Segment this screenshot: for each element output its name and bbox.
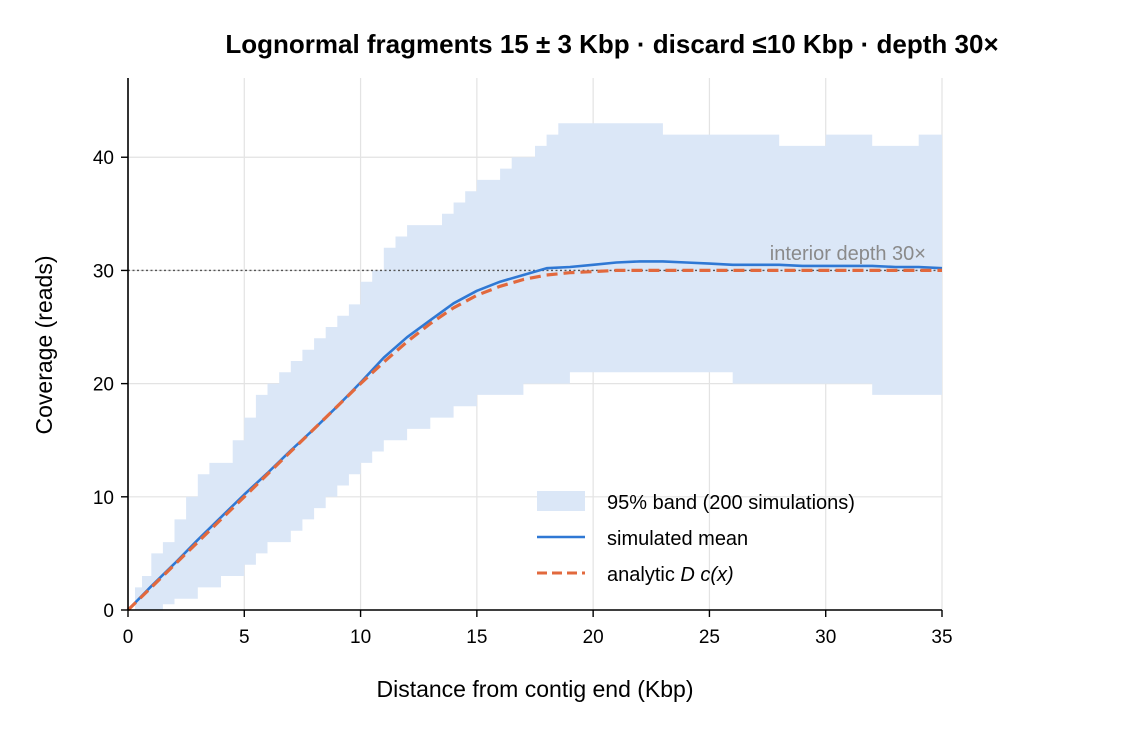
legend-analytic-prefix: analytic [607, 564, 680, 586]
legend-band-label: 95% band (200 simulations) [607, 492, 855, 514]
analytic-curve [126, 268, 942, 612]
legend-band-swatch [537, 491, 585, 511]
series-lines-layer [126, 260, 943, 612]
legend-mean-label: simulated mean [607, 528, 748, 550]
x-tick-label: 5 [239, 627, 250, 648]
legend-analytic-label: analytic D c(x) [607, 564, 734, 586]
x-tick-label: 0 [123, 627, 134, 648]
y-tick-label: 40 [93, 148, 114, 169]
y-tick-label: 20 [93, 375, 114, 396]
confidence-band-layer [128, 123, 942, 611]
axes: 0 5 10 15 20 25 30 35 0 10 20 30 40 [93, 78, 953, 648]
x-tick-label: 15 [466, 627, 487, 648]
x-tick-label: 30 [815, 627, 836, 648]
x-tick-label: 20 [583, 627, 604, 648]
y-tick-label: 0 [103, 601, 114, 622]
reference-line-label: interior depth 30× [770, 243, 926, 265]
x-tick-label: 10 [350, 627, 371, 648]
chart-title: Lognormal fragments 15 ± 3 Kbp · discard… [225, 29, 998, 59]
y-axis-label: Coverage (reads) [31, 256, 57, 435]
legend-analytic-math: D c(x) [680, 564, 733, 586]
x-tick-label: 25 [699, 627, 720, 648]
confidence-band [128, 123, 942, 611]
legend: 95% band (200 simulations) simulated mea… [537, 491, 855, 586]
y-tick-label: 30 [93, 261, 114, 282]
x-axis-label: Distance from contig end (Kbp) [376, 676, 693, 702]
x-tick-label: 35 [931, 627, 952, 648]
y-tick-label: 10 [93, 488, 114, 509]
